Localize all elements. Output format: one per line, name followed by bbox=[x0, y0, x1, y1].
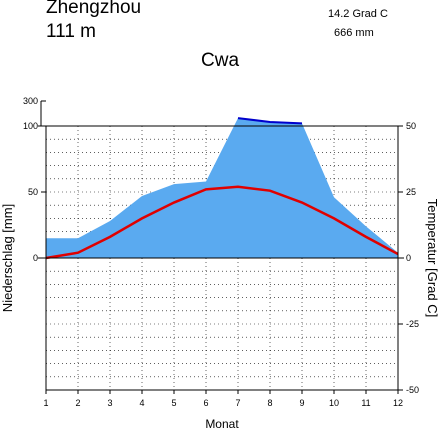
x-tick-label: 7 bbox=[235, 398, 240, 408]
temp-tick-label: -50 bbox=[406, 385, 419, 395]
x-axis-label: Monat bbox=[205, 417, 239, 430]
station-name: Zhengzhou bbox=[46, 0, 142, 18]
y-axis-label-right: Temperatur [Grad C] bbox=[425, 199, 439, 318]
x-tick-label: 11 bbox=[361, 398, 370, 408]
x-tick-label: 1 bbox=[43, 398, 48, 408]
precip-tick-label: 300 bbox=[23, 96, 38, 106]
x-tick-label: 4 bbox=[139, 398, 144, 408]
climate-classification: Cwa bbox=[201, 50, 240, 71]
x-tick-label: 9 bbox=[299, 398, 304, 408]
precip-tick-label: 0 bbox=[33, 253, 38, 263]
temp-tick-label: 0 bbox=[406, 253, 411, 263]
axis-ticks bbox=[40, 100, 403, 394]
annual-precipitation: 666 mm bbox=[334, 27, 374, 39]
x-tick-label: 3 bbox=[107, 398, 112, 408]
y-axis-label-left: Niederschlag [mm] bbox=[0, 204, 15, 312]
station-elevation: 111 m bbox=[46, 21, 96, 42]
temp-tick-label: -25 bbox=[406, 319, 419, 329]
x-tick-label: 6 bbox=[203, 398, 208, 408]
x-tick-label: 5 bbox=[171, 398, 176, 408]
temp-tick-label: 50 bbox=[406, 121, 416, 131]
precip-tick-label: 50 bbox=[28, 187, 38, 197]
temp-tick-label: 25 bbox=[406, 187, 416, 197]
mean-temperature: 14.2 Grad C bbox=[328, 8, 388, 20]
x-tick-label: 12 bbox=[393, 398, 403, 408]
temperature-line bbox=[45, 185, 399, 260]
precip-tick-label: 100 bbox=[23, 121, 38, 131]
x-tick-label: 10 bbox=[329, 398, 339, 408]
x-tick-label: 2 bbox=[75, 398, 80, 408]
precipitation-excess-line bbox=[237, 117, 303, 125]
x-tick-label: 8 bbox=[267, 398, 272, 408]
